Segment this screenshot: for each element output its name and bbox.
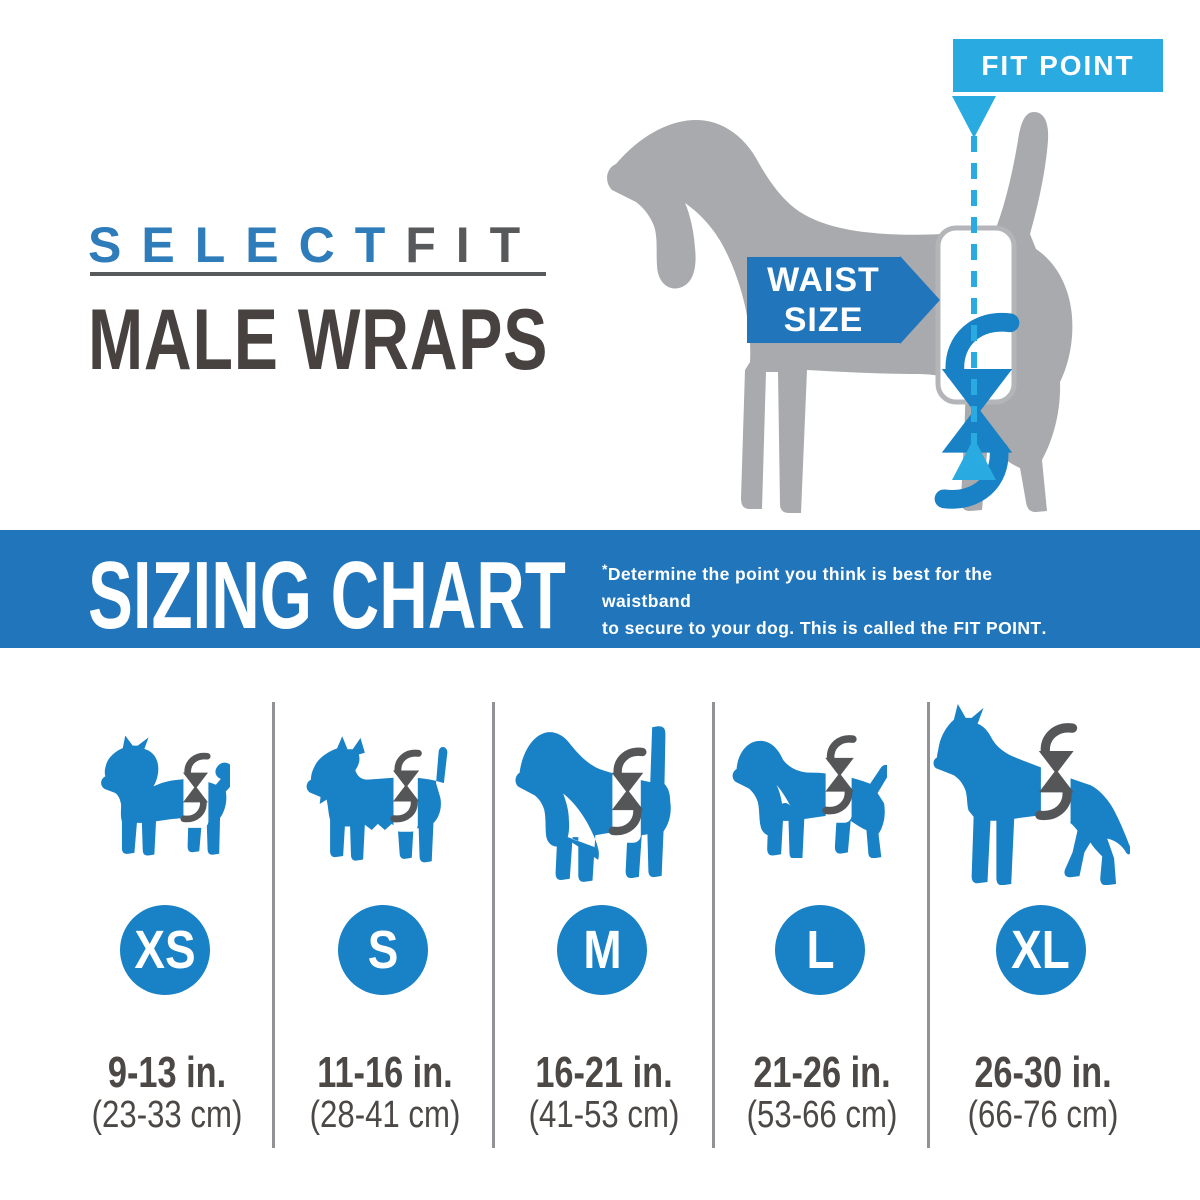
waist-size-label: WAIST SIZE	[747, 257, 900, 343]
brand-logo-select: SELECT	[88, 217, 406, 273]
size-range-inches: 9-13 in.	[107, 1048, 227, 1097]
fit-point-arrow-down-icon	[952, 96, 996, 138]
size-badge-xs: XS	[120, 905, 210, 995]
size-range-cm: (28-41 cm)	[309, 1094, 461, 1136]
size-range-cm: (23-33 cm)	[91, 1094, 243, 1136]
spaniel-dog-icon	[732, 717, 887, 858]
size-badge-xl: XL	[996, 905, 1086, 995]
note-asterisk: *	[602, 561, 608, 577]
size-range-cm: (41-53 cm)	[528, 1094, 680, 1136]
size-range-cm: (66-76 cm)	[967, 1094, 1119, 1136]
size-badge-m: M	[557, 905, 647, 995]
german-shepherd-dog-icon	[933, 703, 1130, 885]
waist-size-arrow-icon	[900, 256, 940, 344]
fit-point-note: *Determine the point you think is best f…	[602, 561, 1047, 665]
column-divider	[272, 702, 275, 1148]
size-range-inches: 11-16 in.	[317, 1048, 453, 1097]
column-divider	[492, 702, 495, 1148]
terrier-dog-icon	[306, 736, 448, 863]
fit-point-arrow-up-icon	[952, 438, 996, 480]
brand-logo: SELECTFIT	[88, 216, 540, 274]
size-range-inches: 26-30 in.	[974, 1048, 1112, 1097]
fit-point-dashed-line	[971, 136, 977, 478]
brand-logo-fit: FIT	[405, 217, 541, 273]
size-range-inches: 21-26 in.	[753, 1048, 891, 1097]
chihuahua-dog-icon	[101, 735, 230, 856]
fit-point-label: FIT POINT	[953, 39, 1163, 92]
column-divider	[712, 702, 715, 1148]
size-badge-s: S	[338, 905, 428, 995]
logo-underline-rule	[90, 272, 546, 276]
product-title: MALE WRAPS	[88, 292, 549, 388]
beagle-dog-icon	[515, 726, 671, 882]
sizing-chart-banner	[0, 530, 1200, 648]
sizing-chart-title: SIZING CHART	[88, 542, 566, 649]
column-divider	[927, 702, 930, 1148]
size-range-cm: (53-66 cm)	[746, 1094, 898, 1136]
size-range-inches: 16-21 in.	[535, 1048, 673, 1097]
size-badge-l: L	[775, 905, 865, 995]
